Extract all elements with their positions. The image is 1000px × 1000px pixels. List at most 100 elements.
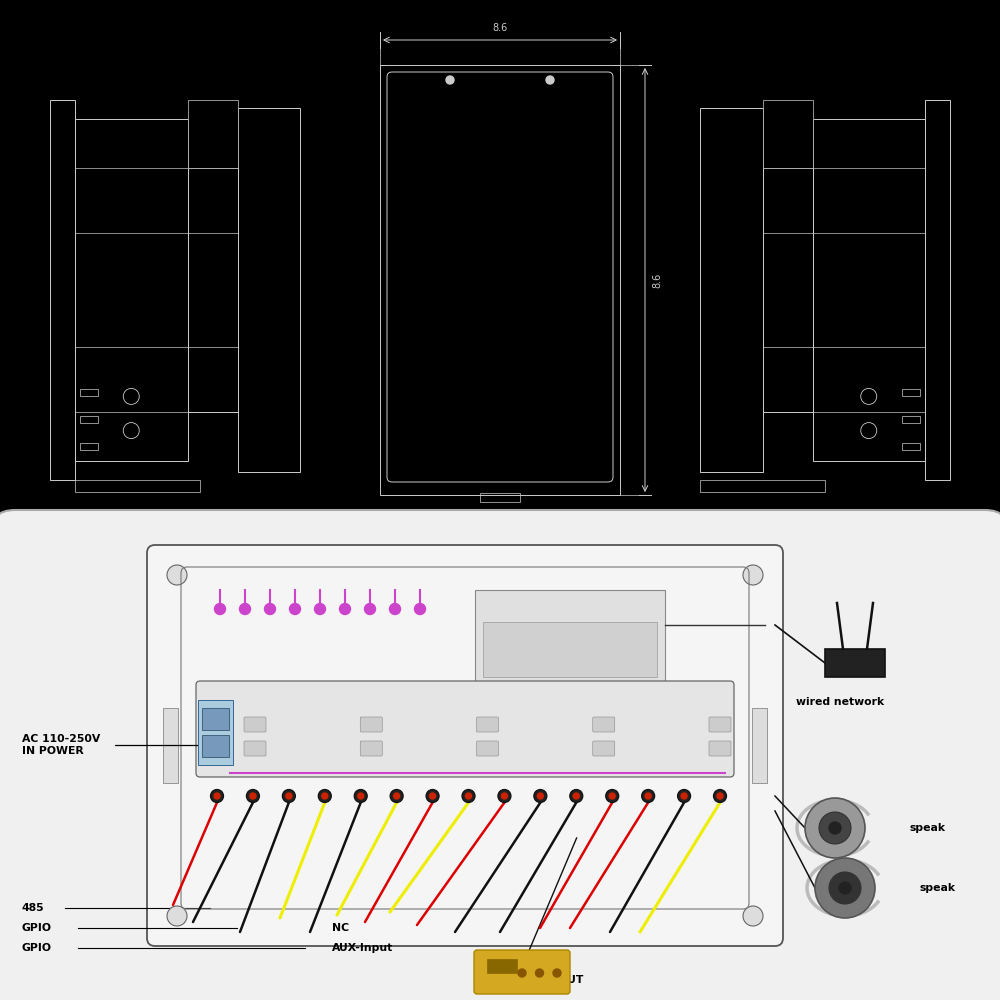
Circle shape: [815, 858, 875, 918]
Bar: [50, 100, 75, 480]
Bar: [902, 389, 920, 396]
Bar: [700, 480, 825, 492]
Circle shape: [536, 969, 544, 977]
Bar: [825, 649, 885, 677]
Bar: [475, 590, 665, 685]
Bar: [752, 708, 767, 783]
FancyBboxPatch shape: [709, 717, 731, 732]
Bar: [163, 708, 178, 783]
Circle shape: [415, 604, 426, 614]
Circle shape: [553, 969, 561, 977]
Circle shape: [240, 604, 251, 614]
Bar: [238, 108, 300, 472]
Circle shape: [167, 565, 187, 585]
Circle shape: [518, 969, 526, 977]
Circle shape: [819, 812, 851, 844]
FancyBboxPatch shape: [0, 510, 1000, 1000]
Circle shape: [354, 790, 367, 802]
FancyBboxPatch shape: [360, 741, 382, 756]
Bar: [202, 708, 229, 730]
Circle shape: [681, 793, 687, 799]
FancyBboxPatch shape: [477, 717, 499, 732]
Circle shape: [717, 793, 723, 799]
Circle shape: [264, 604, 276, 614]
Circle shape: [318, 790, 331, 802]
Circle shape: [462, 790, 475, 802]
Bar: [700, 108, 763, 472]
Circle shape: [534, 790, 547, 802]
Circle shape: [250, 793, 256, 799]
Text: speak: speak: [920, 883, 956, 893]
Circle shape: [340, 604, 351, 614]
Bar: [763, 100, 812, 168]
Circle shape: [430, 793, 436, 799]
Circle shape: [678, 790, 691, 802]
Circle shape: [743, 565, 763, 585]
FancyBboxPatch shape: [593, 741, 615, 756]
Text: 8.6: 8.6: [492, 23, 508, 33]
FancyBboxPatch shape: [360, 717, 382, 732]
Circle shape: [446, 76, 454, 84]
Circle shape: [498, 790, 511, 802]
Circle shape: [743, 906, 763, 926]
Circle shape: [466, 793, 472, 799]
Bar: [480, 493, 520, 502]
Circle shape: [645, 793, 651, 799]
Bar: [0, 0, 1000, 540]
Bar: [380, 65, 620, 495]
Bar: [80, 443, 98, 450]
Circle shape: [537, 793, 543, 799]
Bar: [80, 416, 98, 423]
Bar: [902, 443, 920, 450]
FancyBboxPatch shape: [593, 717, 615, 732]
Bar: [483, 622, 657, 677]
Circle shape: [246, 790, 259, 802]
Circle shape: [829, 822, 841, 834]
Circle shape: [286, 793, 292, 799]
FancyBboxPatch shape: [387, 72, 613, 482]
Circle shape: [314, 604, 326, 614]
Circle shape: [282, 790, 295, 802]
Bar: [925, 100, 950, 480]
Circle shape: [606, 790, 619, 802]
Text: 485: 485: [22, 903, 45, 913]
Text: AC 110-250V
IN POWER: AC 110-250V IN POWER: [22, 734, 100, 756]
Circle shape: [573, 793, 579, 799]
Circle shape: [829, 872, 861, 904]
Circle shape: [390, 790, 403, 802]
Circle shape: [322, 793, 328, 799]
Bar: [188, 168, 238, 412]
FancyBboxPatch shape: [244, 741, 266, 756]
Circle shape: [501, 793, 507, 799]
Text: 8.6: 8.6: [652, 272, 662, 288]
Text: wired network: wired network: [796, 697, 884, 707]
Bar: [75, 480, 200, 492]
FancyBboxPatch shape: [147, 545, 783, 946]
FancyBboxPatch shape: [244, 717, 266, 732]
Circle shape: [642, 790, 655, 802]
Circle shape: [390, 604, 400, 614]
Circle shape: [364, 604, 376, 614]
Circle shape: [290, 604, 300, 614]
Text: NC: NC: [332, 923, 349, 933]
Circle shape: [210, 790, 224, 802]
FancyBboxPatch shape: [196, 681, 734, 777]
Bar: [188, 100, 238, 168]
Circle shape: [214, 793, 220, 799]
FancyBboxPatch shape: [474, 950, 570, 994]
Bar: [80, 389, 98, 396]
Circle shape: [805, 798, 865, 858]
Bar: [487, 959, 517, 973]
Circle shape: [167, 906, 187, 926]
Circle shape: [714, 790, 726, 802]
Bar: [75, 119, 188, 461]
Circle shape: [358, 793, 364, 799]
Text: GPIO: GPIO: [22, 923, 52, 933]
Circle shape: [570, 790, 583, 802]
Circle shape: [394, 793, 400, 799]
Text: speak: speak: [910, 823, 946, 833]
Circle shape: [214, 604, 226, 614]
FancyBboxPatch shape: [477, 741, 499, 756]
Text: AUX-Input: AUX-Input: [332, 943, 393, 953]
Circle shape: [546, 76, 554, 84]
